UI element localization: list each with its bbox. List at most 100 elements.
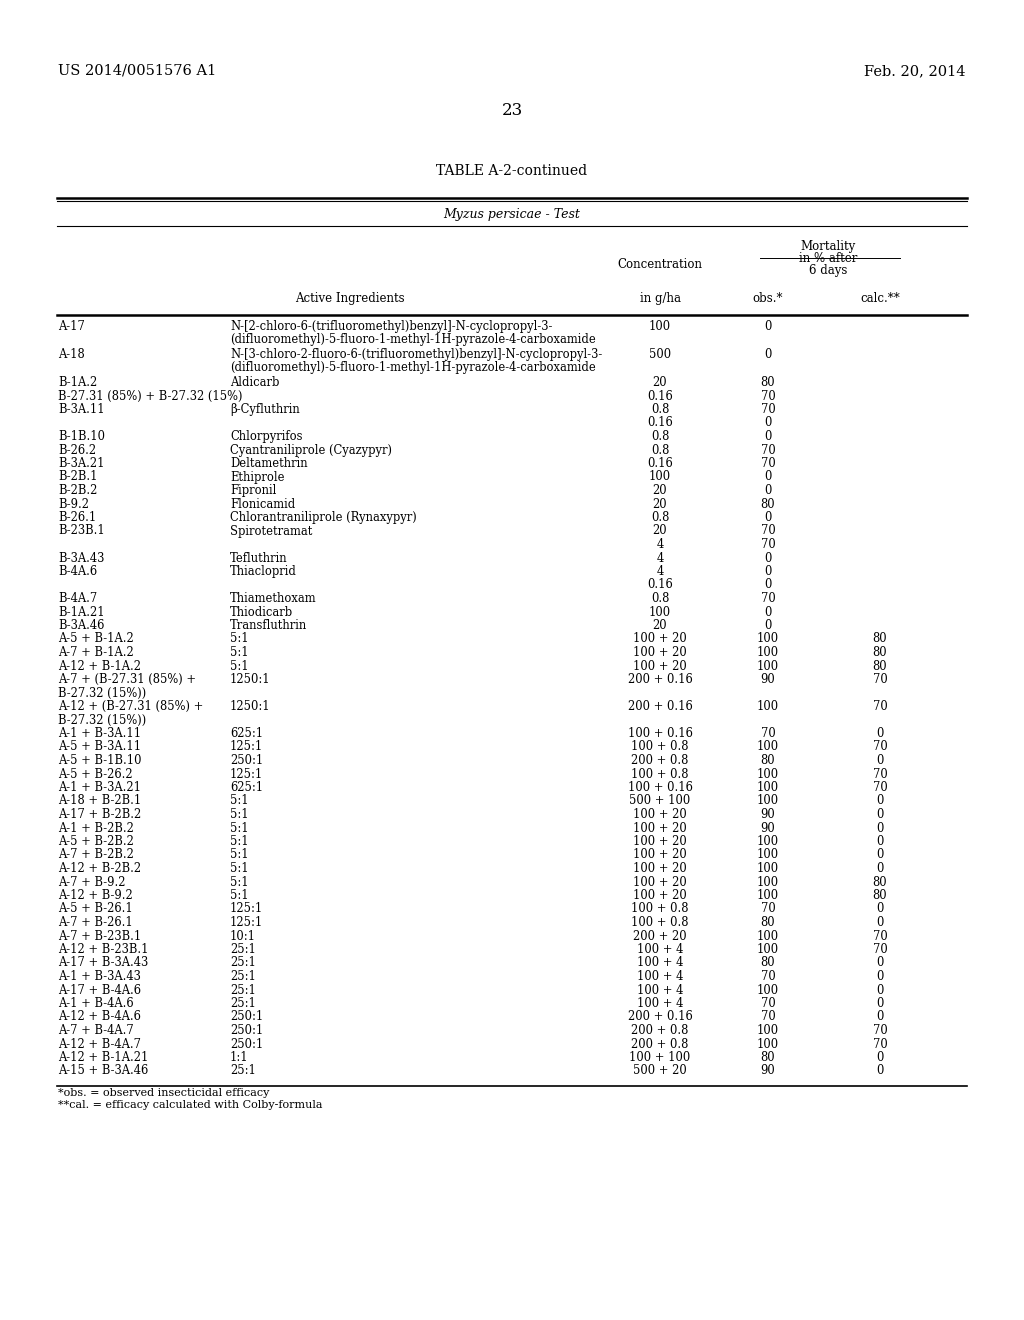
- Text: 1250:1: 1250:1: [230, 700, 270, 713]
- Text: 100 + 0.16: 100 + 0.16: [628, 781, 692, 795]
- Text: 100 + 4: 100 + 4: [637, 942, 683, 956]
- Text: A-7 + B-2B.2: A-7 + B-2B.2: [58, 849, 134, 862]
- Text: 0: 0: [877, 1051, 884, 1064]
- Text: 250:1: 250:1: [230, 754, 263, 767]
- Text: 100: 100: [757, 836, 779, 847]
- Text: B-1A.21: B-1A.21: [58, 606, 104, 619]
- Text: 100: 100: [757, 888, 779, 902]
- Text: 70: 70: [761, 970, 775, 983]
- Text: 70: 70: [761, 903, 775, 916]
- Text: 100: 100: [757, 942, 779, 956]
- Text: Mortality: Mortality: [801, 240, 856, 253]
- Text: 25:1: 25:1: [230, 970, 256, 983]
- Text: 20: 20: [652, 484, 668, 498]
- Text: β-Cyfluthrin: β-Cyfluthrin: [230, 403, 300, 416]
- Text: 5:1: 5:1: [230, 645, 249, 659]
- Text: 5:1: 5:1: [230, 836, 249, 847]
- Text: 0: 0: [877, 836, 884, 847]
- Text: 100: 100: [757, 983, 779, 997]
- Text: B-3A.21: B-3A.21: [58, 457, 104, 470]
- Text: N-[2-chloro-6-(trifluoromethyl)benzyl]-N-cyclopropyl-3-: N-[2-chloro-6-(trifluoromethyl)benzyl]-N…: [230, 319, 552, 333]
- Text: Fipronil: Fipronil: [230, 484, 276, 498]
- Text: A-5 + B-2B.2: A-5 + B-2B.2: [58, 836, 134, 847]
- Text: 125:1: 125:1: [230, 916, 263, 929]
- Text: 70: 70: [872, 767, 888, 780]
- Text: 100: 100: [757, 862, 779, 875]
- Text: 5:1: 5:1: [230, 849, 249, 862]
- Text: A-17 + B-4A.6: A-17 + B-4A.6: [58, 983, 141, 997]
- Text: 0: 0: [877, 983, 884, 997]
- Text: 0: 0: [877, 849, 884, 862]
- Text: 80: 80: [872, 888, 888, 902]
- Text: 70: 70: [872, 1038, 888, 1051]
- Text: 100: 100: [757, 929, 779, 942]
- Text: A-5 + B-26.2: A-5 + B-26.2: [58, 767, 133, 780]
- Text: 25:1: 25:1: [230, 983, 256, 997]
- Text: 1:1: 1:1: [230, 1051, 249, 1064]
- Text: 0: 0: [764, 348, 772, 360]
- Text: 70: 70: [872, 929, 888, 942]
- Text: A-7 + B-4A.7: A-7 + B-4A.7: [58, 1024, 134, 1038]
- Text: 0: 0: [764, 430, 772, 444]
- Text: B-2B.2: B-2B.2: [58, 484, 97, 498]
- Text: 0.8: 0.8: [651, 444, 670, 457]
- Text: 100: 100: [757, 1038, 779, 1051]
- Text: 100: 100: [757, 632, 779, 645]
- Text: 100 + 100: 100 + 100: [630, 1051, 690, 1064]
- Text: B-1B.10: B-1B.10: [58, 430, 105, 444]
- Text: 125:1: 125:1: [230, 767, 263, 780]
- Text: Flonicamid: Flonicamid: [230, 498, 295, 511]
- Text: B-27.32 (15%)): B-27.32 (15%)): [58, 714, 146, 726]
- Text: 70: 70: [761, 539, 775, 550]
- Text: A-15 + B-3A.46: A-15 + B-3A.46: [58, 1064, 148, 1077]
- Text: 100 + 4: 100 + 4: [637, 983, 683, 997]
- Text: 0: 0: [877, 1011, 884, 1023]
- Text: 500: 500: [649, 348, 671, 360]
- Text: 90: 90: [761, 808, 775, 821]
- Text: 500 + 100: 500 + 100: [630, 795, 690, 808]
- Text: 0.8: 0.8: [651, 403, 670, 416]
- Text: B-27.32 (15%)): B-27.32 (15%)): [58, 686, 146, 700]
- Text: 80: 80: [872, 645, 888, 659]
- Text: 100: 100: [757, 781, 779, 795]
- Text: A-5 + B-1B.10: A-5 + B-1B.10: [58, 754, 141, 767]
- Text: 70: 70: [872, 781, 888, 795]
- Text: Active Ingredients: Active Ingredients: [295, 292, 404, 305]
- Text: 4: 4: [656, 552, 664, 565]
- Text: in g/ha: in g/ha: [640, 292, 681, 305]
- Text: 0.16: 0.16: [647, 389, 673, 403]
- Text: **cal. = efficacy calculated with Colby-formula: **cal. = efficacy calculated with Colby-…: [58, 1100, 323, 1110]
- Text: 10:1: 10:1: [230, 929, 256, 942]
- Text: 0: 0: [764, 319, 772, 333]
- Text: A-1 + B-3A.21: A-1 + B-3A.21: [58, 781, 141, 795]
- Text: B-27.31 (85%) + B-27.32 (15%): B-27.31 (85%) + B-27.32 (15%): [58, 389, 243, 403]
- Text: 250:1: 250:1: [230, 1024, 263, 1038]
- Text: 100: 100: [649, 470, 671, 483]
- Text: B-26.2: B-26.2: [58, 444, 96, 457]
- Text: 100 + 0.8: 100 + 0.8: [631, 916, 689, 929]
- Text: 70: 70: [872, 700, 888, 713]
- Text: 5:1: 5:1: [230, 795, 249, 808]
- Text: A-5 + B-26.1: A-5 + B-26.1: [58, 903, 133, 916]
- Text: 0: 0: [877, 1064, 884, 1077]
- Text: 100: 100: [757, 741, 779, 754]
- Text: 70: 70: [761, 727, 775, 741]
- Text: 125:1: 125:1: [230, 903, 263, 916]
- Text: Thiodicarb: Thiodicarb: [230, 606, 293, 619]
- Text: 70: 70: [761, 389, 775, 403]
- Text: A-1 + B-2B.2: A-1 + B-2B.2: [58, 821, 134, 834]
- Text: 80: 80: [761, 1051, 775, 1064]
- Text: 70: 70: [761, 457, 775, 470]
- Text: 0: 0: [877, 997, 884, 1010]
- Text: 100 + 20: 100 + 20: [633, 888, 687, 902]
- Text: 0.8: 0.8: [651, 430, 670, 444]
- Text: A-1 + B-3A.11: A-1 + B-3A.11: [58, 727, 141, 741]
- Text: A-12 + B-1A.21: A-12 + B-1A.21: [58, 1051, 148, 1064]
- Text: 70: 70: [761, 1011, 775, 1023]
- Text: Feb. 20, 2014: Feb. 20, 2014: [864, 63, 966, 78]
- Text: 5:1: 5:1: [230, 862, 249, 875]
- Text: A-17: A-17: [58, 319, 85, 333]
- Text: 100 + 0.8: 100 + 0.8: [631, 741, 689, 754]
- Text: 25:1: 25:1: [230, 942, 256, 956]
- Text: (difluoromethyl)-5-fluoro-1-methyl-1H-pyrazole-4-carboxamide: (difluoromethyl)-5-fluoro-1-methyl-1H-py…: [230, 362, 596, 375]
